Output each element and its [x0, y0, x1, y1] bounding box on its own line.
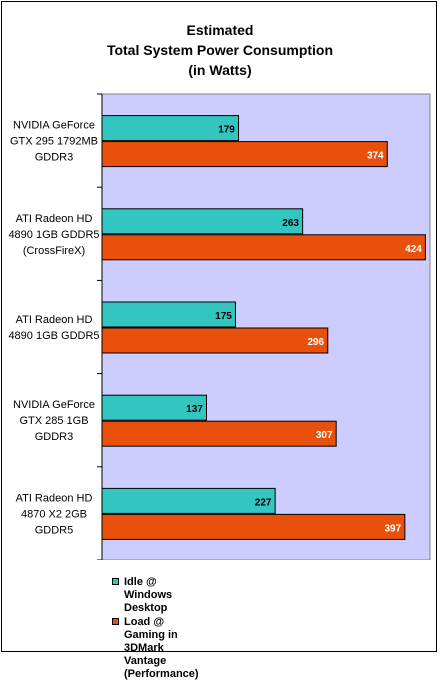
legend-label-idle: Idle @ Windows Desktop [124, 576, 173, 614]
chart-title-line-2: Total System Power Consumption [106, 42, 334, 58]
chart-title-line-1: Estimated [186, 22, 254, 38]
data-label: 137 [186, 404, 203, 415]
bar [101, 420, 337, 447]
data-label: 227 [255, 497, 272, 508]
bar [101, 513, 406, 540]
category-label: ATI Radeon HD [16, 314, 93, 326]
data-label: 424 [405, 244, 422, 255]
category-label: 4870 X2 2GB [21, 508, 87, 520]
data-label: 397 [384, 523, 401, 534]
category-label: NVIDIA GeForce [13, 120, 95, 132]
category-label: GDDR5 [35, 524, 74, 536]
category-label: ATI Radeon HD [16, 213, 93, 225]
category-label: 4890 1GB GDDR5 [8, 229, 99, 241]
bar [101, 327, 329, 354]
legend-swatch-idle [112, 578, 119, 585]
bar [101, 301, 236, 328]
category-label: GDDR3 [35, 152, 74, 164]
category-label: (CrossFireX) [23, 245, 85, 257]
bar [101, 141, 388, 168]
legend: Idle @ Windows Desktop Load @ Gaming in … [112, 556, 432, 680]
data-label: 263 [282, 218, 299, 229]
bar [101, 487, 276, 514]
category-label: GTX 295 1792MB [10, 136, 98, 148]
data-label: 175 [215, 311, 232, 322]
plot-area: NVIDIA GeForce GTX 295 1792MB GDDR3 179 374 A… [8, 93, 431, 560]
legend-label-load: Load @ Gaming in 3DMark Vantage (Perform… [124, 616, 199, 680]
bar [101, 234, 426, 261]
category-label: 4890 1GB GDDR5 [8, 330, 99, 342]
category-label: GTX 285 1GB [19, 415, 88, 427]
category-label: GDDR3 [35, 431, 74, 443]
chart-frame [1, 1, 437, 652]
chart-title-line-3: (in Watts) [188, 62, 252, 78]
category-label: NVIDIA GeForce [13, 399, 95, 411]
bar [101, 208, 304, 235]
data-label: 307 [316, 430, 333, 441]
bar [101, 394, 208, 421]
data-label: 179 [218, 125, 235, 136]
data-label: 296 [307, 337, 324, 348]
bar [101, 115, 240, 142]
category-label: ATI Radeon HD [16, 492, 93, 504]
data-label: 374 [367, 151, 384, 162]
legend-swatch-load [112, 618, 119, 625]
